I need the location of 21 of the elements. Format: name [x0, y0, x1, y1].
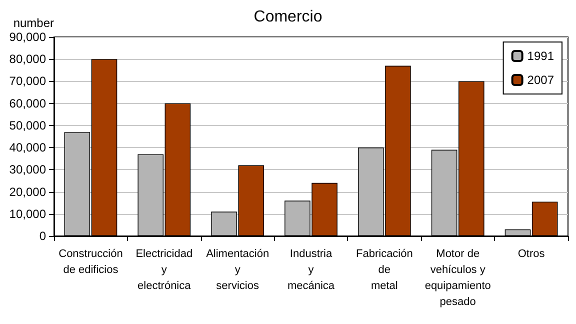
x-tick-label: Fabricación de metal: [356, 248, 413, 292]
y-tick-label: 90,000: [9, 30, 46, 44]
y-tick-label: 20,000: [9, 184, 46, 199]
legend-label: 2007: [527, 73, 554, 87]
x-tick-label: Alimentación y servicios: [206, 248, 270, 292]
chart-title: Comercio: [254, 8, 322, 26]
y-tick-label: 50,000: [9, 118, 46, 132]
x-tick-label: Industria y mecánica: [287, 248, 336, 292]
y-axis-title: number: [13, 16, 54, 30]
x-tick-label: Otros: [518, 248, 546, 260]
x-tick-label: Construcción de edificios: [58, 248, 123, 276]
x-tick-label: Electricidad y electrónica: [136, 248, 193, 292]
y-tick-label: 80,000: [9, 52, 46, 66]
legend-label: 1991: [527, 49, 554, 63]
y-tick-label: 30,000: [9, 162, 46, 177]
x-tick-label: Motor de vehículos y equipamiento pesado: [424, 248, 491, 308]
y-tick-label: 10,000: [9, 206, 46, 221]
y-tick-label: 70,000: [9, 74, 46, 88]
y-tick-label: 40,000: [9, 140, 46, 155]
y-tick-label: 0: [39, 229, 46, 243]
y-tick-label: 60,000: [9, 96, 46, 110]
